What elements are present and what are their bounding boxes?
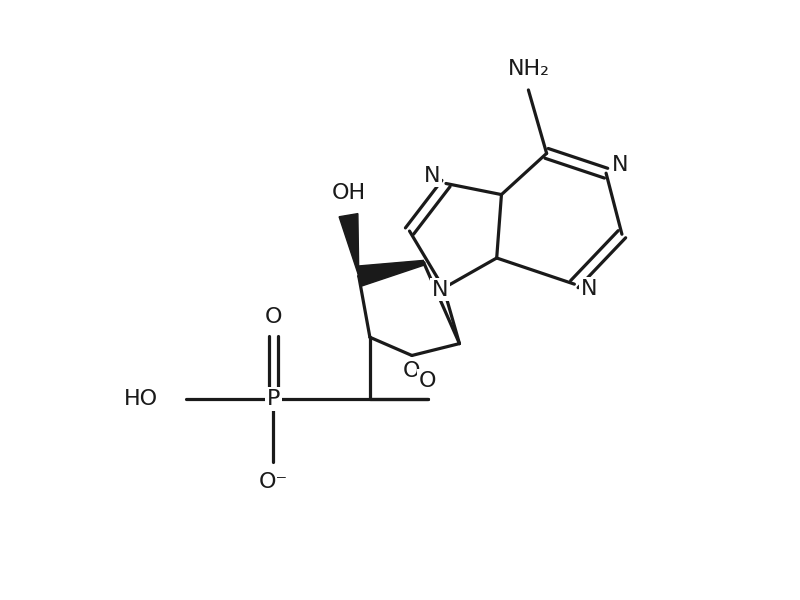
Text: N: N [580,279,597,299]
Text: O⁻: O⁻ [258,472,288,492]
Text: N: N [423,166,440,185]
Text: P: P [266,389,280,409]
Text: O: O [419,371,437,391]
Polygon shape [357,260,424,286]
Text: HO: HO [124,389,158,409]
Text: N: N [431,280,448,299]
Text: OH: OH [331,183,366,203]
Polygon shape [339,214,358,276]
Text: O: O [403,361,421,382]
Text: N: N [612,155,629,175]
Text: O: O [265,307,282,328]
Text: NH₂: NH₂ [507,59,550,79]
